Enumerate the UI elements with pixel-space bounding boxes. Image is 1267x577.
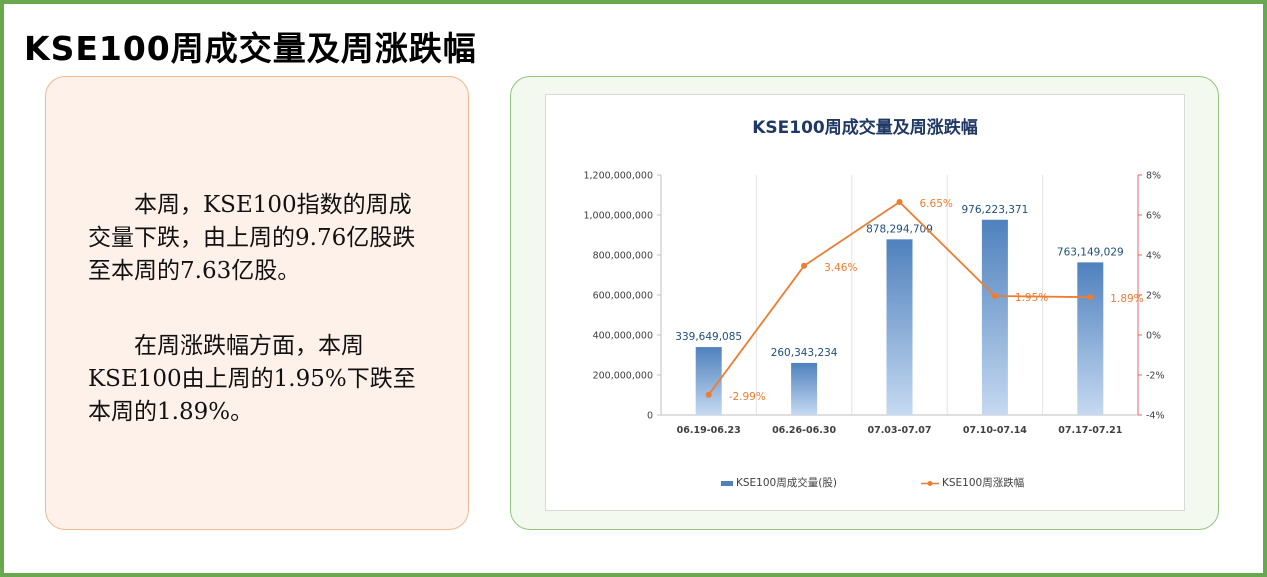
- bar: [1077, 262, 1104, 415]
- legend-bar-label: KSE100周成交量(股): [736, 476, 837, 489]
- y-left-tick-label: 800,000,000: [593, 251, 653, 262]
- bar-data-label: 763,149,029: [1057, 246, 1124, 258]
- y-right-tick-label: 6%: [1146, 211, 1161, 222]
- x-tick-label: 06.19-06.23: [677, 425, 741, 436]
- y-right-tick-label: 8%: [1146, 171, 1161, 182]
- y-left-tick-label: 1,000,000,000: [583, 211, 653, 222]
- bar: [695, 347, 722, 415]
- y-right-tick-label: 0%: [1146, 331, 1161, 342]
- summary-card: 本周，KSE100指数的周成交量下跌，由上周的9.76亿股跌至本周的7.63亿股…: [45, 76, 469, 530]
- combo-chart: KSE100周成交量及周涨跌幅 0 200,000,000 400,000,000 60…: [583, 117, 1165, 489]
- legend-line-marker: [927, 481, 933, 486]
- line-data-label: 3.46%: [824, 262, 857, 274]
- y-right-tick-label: -2%: [1146, 371, 1165, 382]
- y-right-tick-label: 4%: [1146, 251, 1161, 262]
- bar-data-label: 976,223,371: [961, 204, 1028, 216]
- bar: [791, 362, 818, 415]
- x-tick-label: 07.10-07.14: [963, 425, 1027, 436]
- line-point: [896, 199, 903, 205]
- bar-data-label: 339,649,085: [675, 331, 742, 343]
- line-data-label: 1.95%: [1015, 292, 1048, 304]
- y-left-tick-label: 0: [647, 411, 653, 422]
- y-left-tick-label: 200,000,000: [593, 371, 653, 382]
- chart-canvas: KSE100周成交量及周涨跌幅 0 200,000,000 400,000,000 60…: [546, 95, 1184, 510]
- x-tick-label: 07.17-07.21: [1058, 425, 1122, 436]
- y-right-tick-label: -4%: [1146, 411, 1165, 422]
- line-point: [705, 391, 712, 398]
- line-point: [801, 262, 808, 269]
- line-point: [991, 293, 998, 299]
- x-tick-label: 06.26-06.30: [772, 425, 836, 436]
- line-data-label: -2.99%: [729, 391, 766, 403]
- y-left-tick-label: 1,200,000,000: [583, 171, 653, 182]
- bar-data-label: 260,343,234: [771, 347, 838, 359]
- y-left-tick-label: 400,000,000: [593, 331, 653, 342]
- line-point: [1087, 294, 1094, 301]
- legend-bar-swatch: [721, 481, 733, 486]
- bar-data-label: 878,294,709: [866, 223, 933, 235]
- y-right-tick-label: 2%: [1146, 291, 1161, 302]
- page-title: KSE100周成交量及周涨跌幅: [24, 29, 477, 68]
- legend-line-label: KSE100周涨跌幅: [942, 476, 1024, 489]
- summary-paragraph-volume: 本周，KSE100指数的周成交量下跌，由上周的9.76亿股跌至本周的7.63亿股…: [88, 192, 416, 284]
- line-data-label: 6.65%: [920, 198, 953, 210]
- bar: [981, 219, 1008, 415]
- y-left-tick-label: 600,000,000: [593, 291, 653, 302]
- chart-title: KSE100周成交量及周涨跌幅: [752, 117, 978, 138]
- x-tick-label: 07.03-07.07: [867, 425, 931, 436]
- line-data-label: 1.89%: [1110, 293, 1143, 305]
- summary-paragraph-change: 在周涨跌幅方面，本周KSE100由上周的1.95%下跌至本周的1.89%。: [88, 333, 416, 425]
- bar: [886, 239, 913, 415]
